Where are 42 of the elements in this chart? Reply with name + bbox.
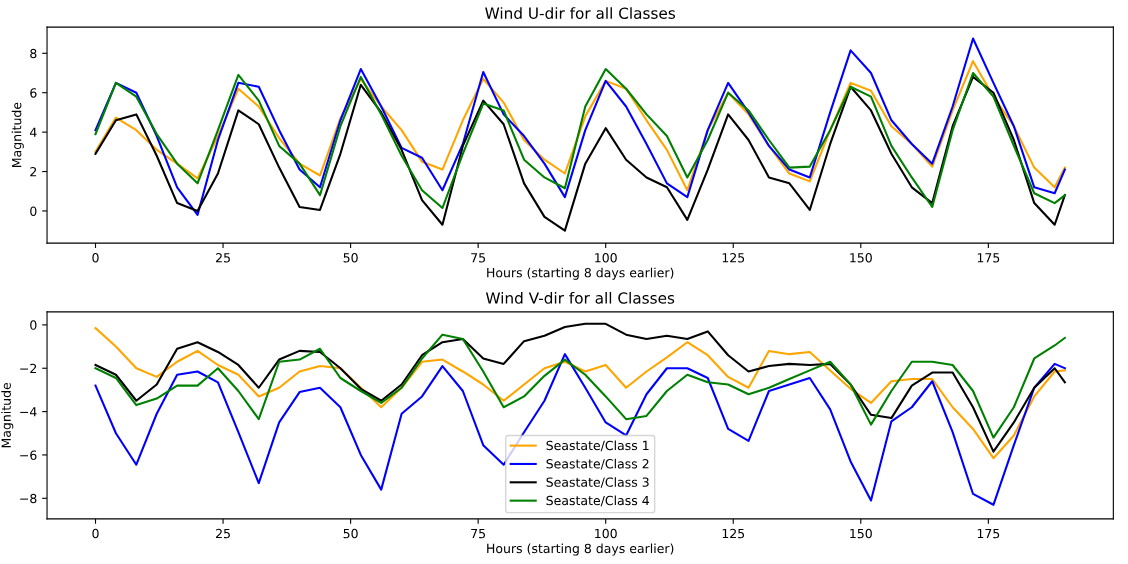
x-tick-label: 125 [722,253,745,263]
legend-label: Seastate/Class 4 [546,495,649,507]
y-tick-label: 8 [30,48,37,59]
line-series [94,37,1066,216]
y-tick-label: 0 [30,320,37,330]
legend-label: Seastate/Class 1 [546,440,649,452]
x-tick-label: 25 [216,253,230,263]
y-tick-label: 2 [30,167,37,177]
x-tick-label: 175 [977,253,1000,263]
x-tick-label: 50 [343,253,358,263]
line-series [94,353,1066,506]
x-tick-label: 150 [850,528,872,539]
x-tick-label: 100 [595,528,617,539]
line-series [94,333,1066,439]
x-tick-label: 25 [216,528,230,539]
line-series [94,60,1066,192]
y-tick-label: 6 [30,88,37,98]
x-tick-label: 50 [343,528,358,539]
x-tick-label: 75 [471,253,486,263]
y-tick-label: −6 [20,450,37,460]
x-tick-label: 150 [850,253,872,263]
line-series [94,75,1066,232]
y-tick-label: 4 [29,127,37,137]
chart-title: Wind U-dir for all Classes [485,7,676,19]
chart-title: Wind V-dir for all Classes [485,291,675,304]
x-axis-title: Hours (starting 8 days earlier) [487,543,674,556]
legend-label: Seastate/Class 2 [546,458,649,470]
x-tick-label: 175 [977,528,1000,539]
legend-label: Seastate/Class 3 [546,477,649,488]
x-axis-title: Hours (starting 8 days earlier) [487,267,674,280]
x-tick-label: 0 [92,528,99,539]
y-axis-title: Magnitude [1,382,14,448]
x-tick-label: 100 [595,253,617,263]
x-tick-label: 75 [471,528,486,539]
y-tick-label: −2 [20,363,37,373]
x-tick-label: 125 [722,528,745,539]
y-tick-label: −8 [20,493,37,504]
y-tick-label: −4 [20,407,37,417]
line-series [94,68,1066,210]
x-tick-label: 0 [92,253,99,263]
y-axis-title: Magnitude [11,102,24,167]
y-tick-label: 0 [30,206,37,216]
